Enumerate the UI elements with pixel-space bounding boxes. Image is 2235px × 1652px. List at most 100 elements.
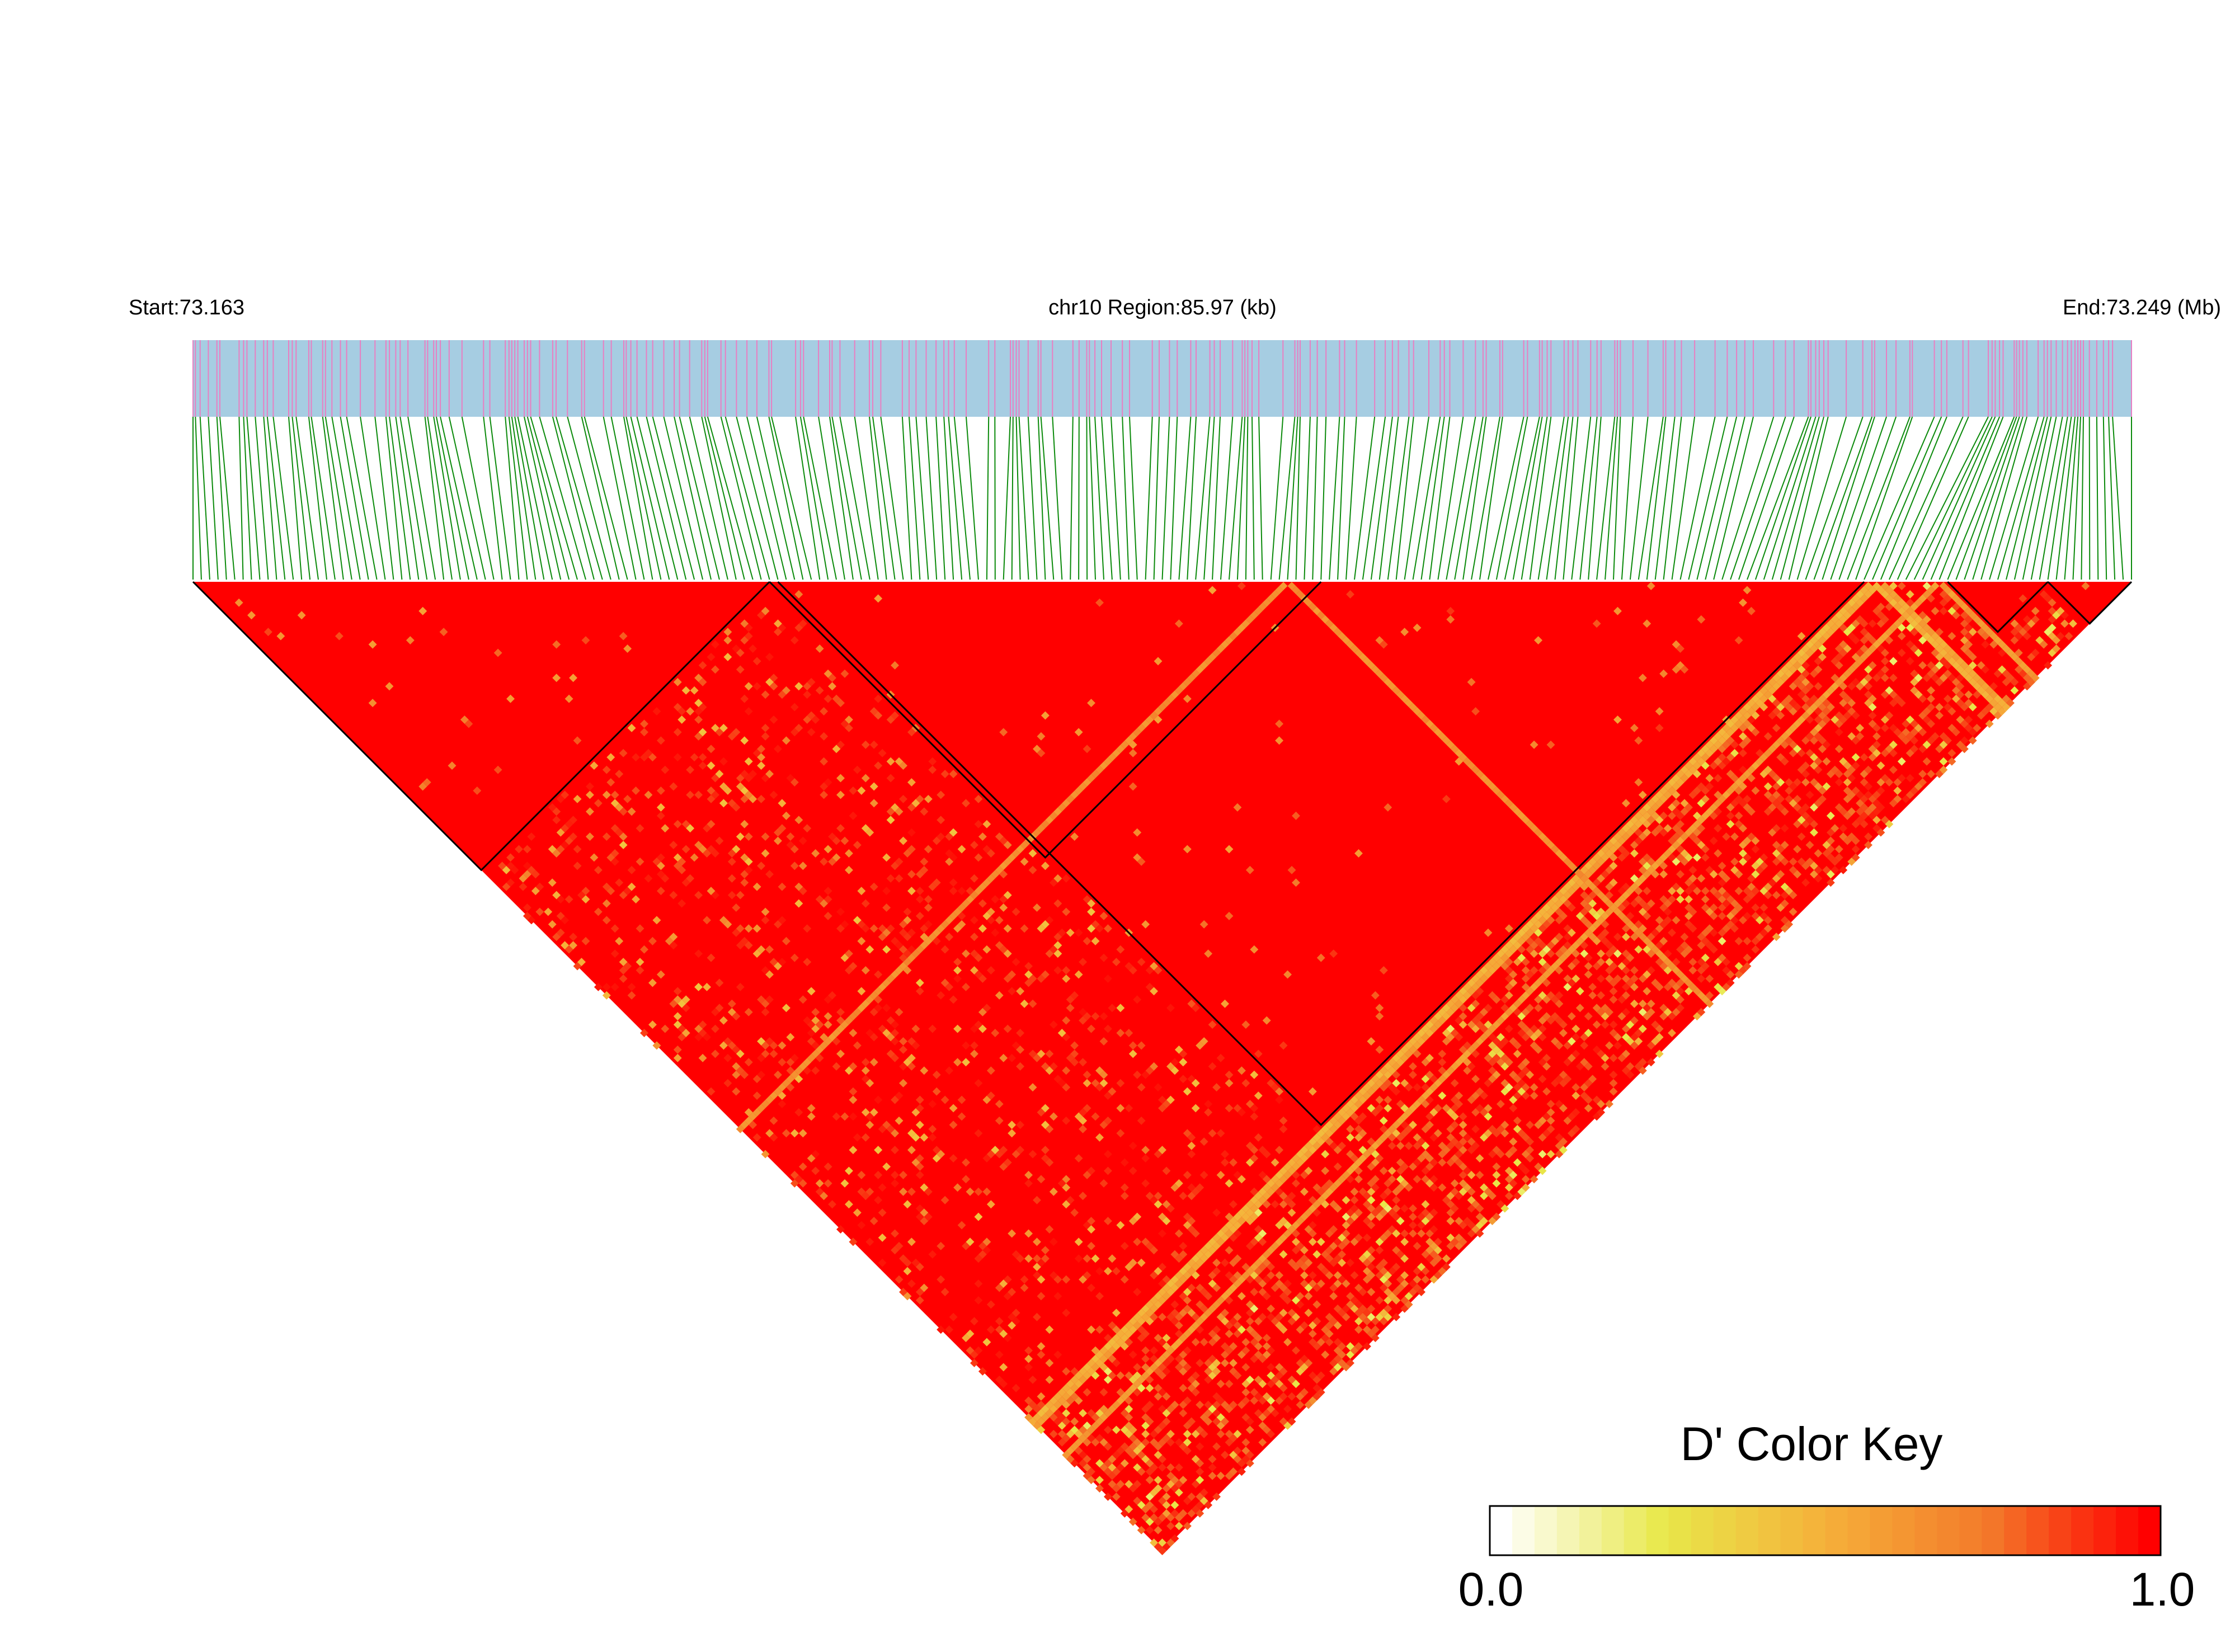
ld-cell [1329, 1124, 1338, 1133]
snp-connector [483, 416, 503, 580]
ld-cell [1768, 745, 1777, 754]
ld-cell [1584, 1104, 1593, 1113]
ld-cell [1450, 1062, 1459, 1071]
snp-connector [2006, 416, 2048, 580]
snp-connector [1546, 416, 1569, 580]
ld-cell [1358, 1146, 1367, 1155]
ld-cell [1162, 1200, 1171, 1209]
ld-cell [1718, 953, 1726, 962]
ld-cell [1308, 1237, 1317, 1246]
ld-cell [636, 958, 644, 966]
ld-cell [1513, 999, 1522, 1008]
ld-cell [681, 820, 690, 829]
ld-cell [1216, 1413, 1225, 1422]
ld-cell [1885, 820, 1894, 829]
ld-cell [1233, 1104, 1242, 1113]
ld-cell [1546, 949, 1555, 958]
ld-cell [1279, 1292, 1288, 1301]
ld-cell [1726, 978, 1735, 987]
snp-connector [1287, 416, 1298, 580]
ld-cell [1856, 723, 1865, 732]
ld-cell [1250, 1104, 1259, 1113]
ld-cell [1504, 1083, 1513, 1092]
ld-cell [970, 916, 978, 925]
ld-cell [527, 916, 536, 925]
ld-cell [1492, 1162, 1501, 1171]
ld-cell [1659, 895, 1668, 903]
ld-cell [1927, 594, 1935, 603]
ld-cell [1287, 1375, 1296, 1384]
ld-cell [1338, 1258, 1347, 1267]
snp-connector [1696, 416, 1738, 580]
ld-cell [1053, 949, 1062, 958]
ld-cell [1668, 811, 1676, 820]
ld-cell [1810, 736, 1818, 745]
ld-cell [1597, 857, 1606, 866]
ld-cell [749, 1121, 757, 1129]
ld-cell [1655, 1049, 1664, 1058]
ld-cell [1245, 1208, 1254, 1217]
ld-cell [1680, 665, 1689, 674]
ld-cell [1316, 953, 1325, 962]
ld-cell [1183, 1087, 1192, 1096]
ld-cell [1822, 632, 1831, 641]
ld-cell [1158, 1229, 1166, 1238]
ld-cell [1613, 1041, 1622, 1050]
ld-cell [1922, 623, 1931, 632]
ld-cell [1396, 1058, 1405, 1067]
ld-cell [874, 594, 883, 603]
ld-cell [1734, 962, 1743, 971]
ld-cell [895, 1091, 904, 1100]
ld-cell [1705, 941, 1714, 950]
ld-cell [1730, 782, 1739, 791]
ld-cell [1104, 1375, 1112, 1384]
ld-cell [1342, 1170, 1351, 1179]
ld-cell [694, 790, 703, 799]
ld-cell [903, 1258, 912, 1267]
ld-cell [1634, 778, 1643, 787]
ld-cell [1897, 615, 1906, 624]
ld-cell [891, 1146, 899, 1155]
ld-cell [1697, 933, 1706, 942]
ld-cell [1099, 1413, 1108, 1422]
ld-cell [1283, 1162, 1292, 1171]
ld-cell [1455, 1241, 1464, 1250]
ld-cell [1162, 1417, 1171, 1426]
ld-cell [1592, 1004, 1601, 1013]
ld-cell [1964, 615, 1973, 624]
ld-cell [1375, 1246, 1384, 1255]
ld-cell [1279, 1192, 1288, 1201]
ld-cell [548, 845, 557, 854]
ld-cell [886, 1033, 895, 1042]
ld-cell [1438, 1008, 1447, 1016]
ld-cell [1663, 790, 1672, 799]
ld-cell [932, 878, 941, 887]
ld-cell [1429, 1075, 1438, 1084]
ld-cell [1396, 1217, 1405, 1225]
snp-connector [1521, 416, 1548, 580]
ld-cell [736, 982, 745, 991]
ld-cell [1885, 594, 1894, 603]
ld-cell [786, 832, 795, 841]
ld-cell [1199, 1254, 1208, 1263]
ld-cell [1166, 1204, 1175, 1213]
ld-cell [932, 1154, 941, 1162]
ld-cell [1287, 1317, 1296, 1326]
snp-connector [291, 416, 311, 580]
ld-cell [1889, 765, 1898, 774]
ld-cell [1534, 995, 1543, 1004]
ld-cell [1450, 1187, 1459, 1196]
ld-cell [1179, 1509, 1188, 1518]
ld-cell [1467, 1229, 1476, 1238]
ld-cell [1128, 1041, 1137, 1050]
ld-cell [1810, 870, 1818, 879]
ld-cell [761, 774, 770, 783]
ld-cell [1571, 1091, 1580, 1100]
ld-cell [644, 790, 653, 799]
ld-cell [1245, 1459, 1254, 1468]
ld-cell [874, 1004, 883, 1013]
ld-cell [736, 891, 745, 900]
ld-cell [1170, 1400, 1179, 1409]
ld-cell [1279, 1250, 1288, 1259]
ld-cell [1939, 740, 1948, 749]
